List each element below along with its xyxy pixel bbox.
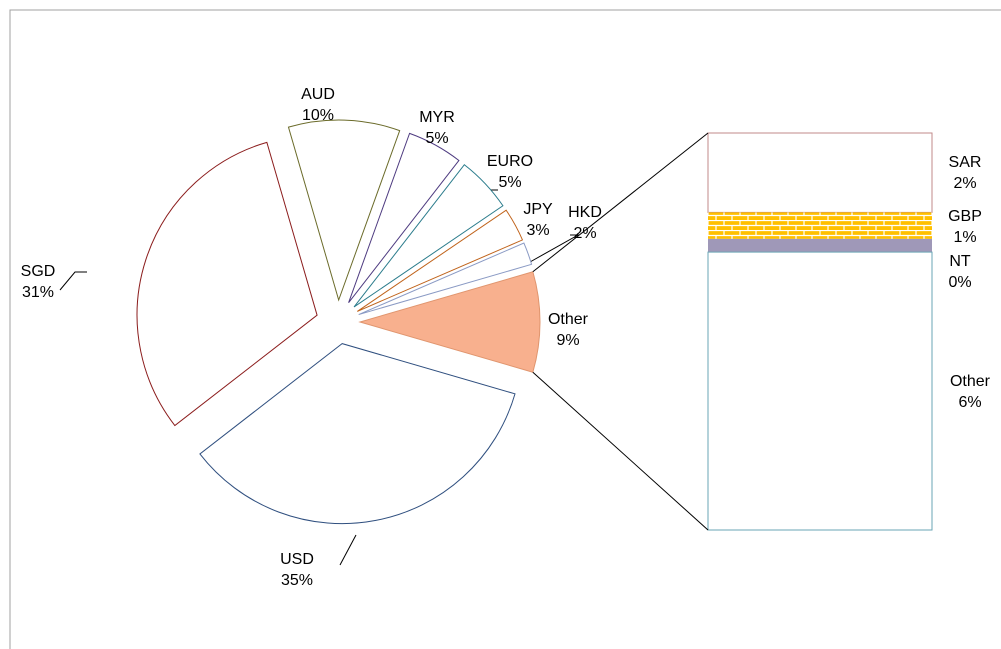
bar-value-label: 2% <box>953 175 976 192</box>
pie-slice <box>287 119 401 302</box>
pie-slice <box>358 271 541 373</box>
slice-value-label: 3% <box>526 222 549 239</box>
pie-slice <box>356 209 524 312</box>
bar-value-label: 6% <box>958 394 981 411</box>
bar-segment <box>707 251 933 531</box>
slice-label: AUD <box>301 86 335 103</box>
pie-slice <box>358 242 533 316</box>
slice-value-label: 5% <box>425 130 448 147</box>
bar-label: GBP <box>948 208 982 225</box>
bar-label: Other <box>950 373 991 390</box>
slice-label: Other <box>548 311 589 328</box>
bar-segment <box>707 132 933 213</box>
connector-line <box>532 371 709 531</box>
pie-slice <box>136 141 318 427</box>
bar-segment <box>708 238 932 253</box>
slice-label: SGD <box>21 263 56 280</box>
slice-value-label: 35% <box>281 572 313 589</box>
bar-label: NT <box>949 253 971 270</box>
bar-label: SAR <box>949 154 982 171</box>
chart-border <box>9 9 1001 649</box>
pie-slice <box>353 164 504 308</box>
slice-label: HKD <box>568 204 602 221</box>
slice-value-label: 9% <box>556 332 579 349</box>
pie-slice <box>348 132 460 304</box>
slice-label: JPY <box>523 201 553 218</box>
slice-label: EURO <box>487 153 533 170</box>
connector-line <box>532 132 709 273</box>
slice-value-label: 31% <box>22 284 54 301</box>
slice-label: MYR <box>419 109 455 126</box>
bar-value-label: 1% <box>953 229 976 246</box>
bar-segment <box>708 212 932 239</box>
slice-label: USD <box>280 551 314 568</box>
slice-value-label: 5% <box>498 174 521 191</box>
slice-value-label: 2% <box>573 225 596 242</box>
pie-slice <box>199 343 516 525</box>
slice-value-label: 10% <box>302 107 334 124</box>
bar-value-label: 0% <box>948 274 971 291</box>
